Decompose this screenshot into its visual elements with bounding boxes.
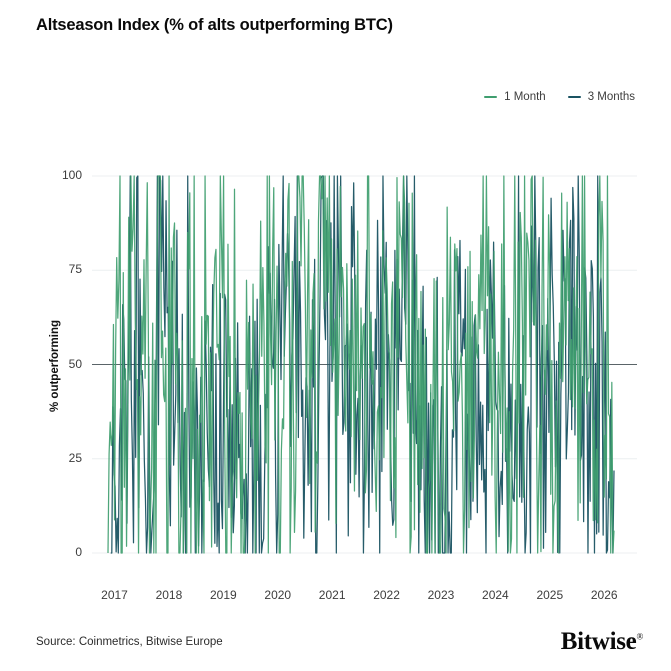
y-tick-label: 25 bbox=[68, 450, 82, 465]
y-tick-label: 75 bbox=[68, 262, 82, 277]
x-tick-label: 2017 bbox=[101, 588, 128, 602]
x-tick-label: 2025 bbox=[536, 588, 564, 602]
registered-mark: ® bbox=[636, 631, 643, 642]
y-tick-label: 0 bbox=[75, 545, 82, 559]
x-tick-label: 2023 bbox=[427, 588, 455, 602]
x-tick-label: 2022 bbox=[373, 588, 400, 602]
y-tick-label: 50 bbox=[68, 356, 82, 371]
legend-item-1-month[interactable]: 1 Month bbox=[484, 91, 546, 103]
source-note: Source: Coinmetrics, Bitwise Europe bbox=[36, 636, 223, 648]
x-tick-label: 2019 bbox=[209, 588, 237, 602]
series-line-1-month bbox=[107, 175, 615, 554]
legend-label: 1 Month bbox=[504, 91, 546, 103]
x-tick-label: 2018 bbox=[155, 588, 183, 602]
x-tick-label: 2020 bbox=[264, 588, 292, 602]
y-tick-label: 100 bbox=[61, 168, 82, 182]
legend-swatch-icon bbox=[567, 95, 581, 99]
legend-label: 3 Months bbox=[587, 91, 635, 103]
chart-legend: 1 Month 3 Months bbox=[420, 88, 635, 106]
legend-swatch-icon bbox=[484, 95, 498, 99]
brand-name: Bitwise bbox=[560, 628, 637, 655]
page-title: Altseason Index (% of alts outperforming… bbox=[36, 16, 393, 34]
brand-logo: Bitwise® bbox=[561, 628, 643, 656]
legend-item-3-months[interactable]: 3 Months bbox=[567, 91, 635, 103]
x-tick-label: 2021 bbox=[318, 588, 346, 602]
x-tick-label: 2026 bbox=[590, 588, 618, 602]
x-tick-label: 2024 bbox=[482, 588, 509, 602]
